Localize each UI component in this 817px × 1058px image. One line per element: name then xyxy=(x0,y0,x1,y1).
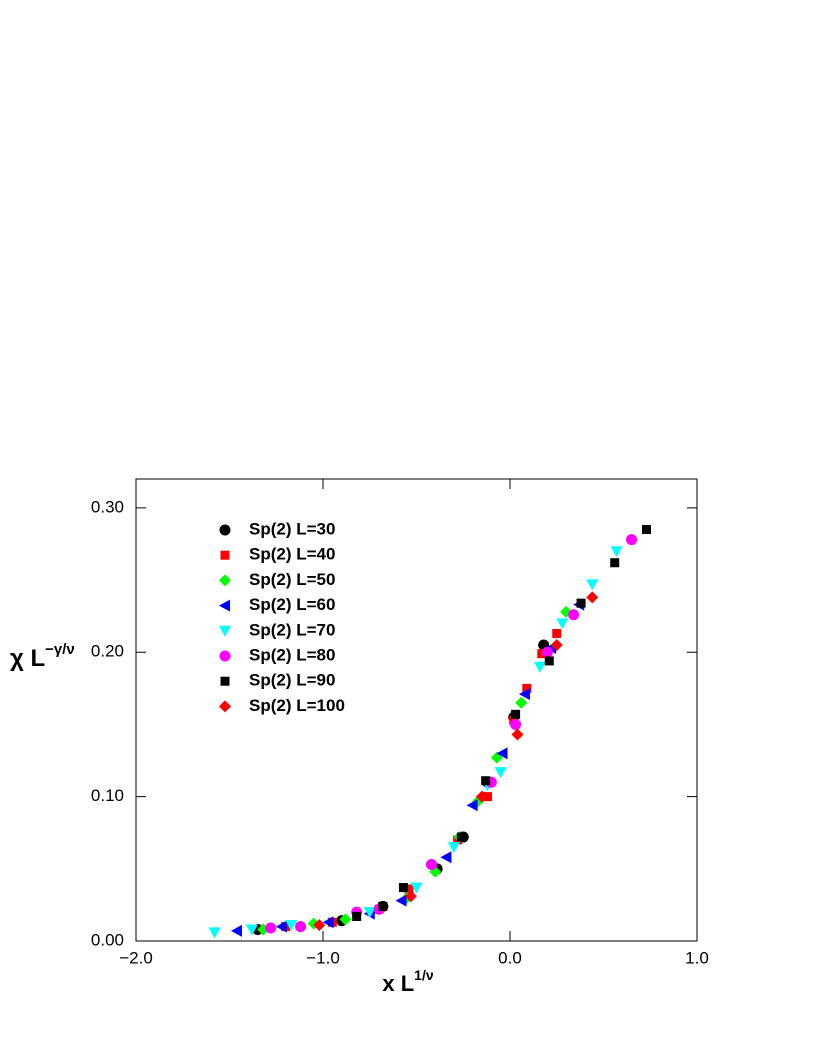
marker xyxy=(363,907,376,919)
marker xyxy=(586,591,599,604)
legend-marker xyxy=(219,650,231,662)
marker xyxy=(576,598,586,608)
y-tick-label: 0.20 xyxy=(91,642,124,661)
x-label-sup: 1/ν xyxy=(414,967,434,983)
marker xyxy=(245,924,258,936)
legend-marker xyxy=(220,550,230,560)
marker xyxy=(518,688,530,701)
x-tick-label: −2.0 xyxy=(119,948,153,967)
marker xyxy=(295,921,307,933)
legend-marker xyxy=(219,625,231,637)
y-label-sup: −γ/ν xyxy=(45,641,75,658)
marker xyxy=(352,911,362,921)
legend-label: Sp(2) L=50 xyxy=(249,570,335,589)
marker xyxy=(481,776,491,786)
marker xyxy=(552,628,562,638)
marker xyxy=(447,842,460,854)
y-tick-label: 0.00 xyxy=(91,930,124,949)
x-tick-label: −1.0 xyxy=(306,948,340,967)
marker xyxy=(550,639,563,652)
marker xyxy=(410,882,423,894)
marker xyxy=(610,546,623,558)
legend-label: Sp(2) L=70 xyxy=(249,620,335,639)
x-tick-label: 1.0 xyxy=(685,948,709,967)
legend-label: Sp(2) L=100 xyxy=(249,696,345,715)
marker xyxy=(398,883,408,893)
legend-marker xyxy=(219,574,231,587)
marker xyxy=(425,858,437,870)
marker xyxy=(541,646,553,658)
marker xyxy=(275,920,287,933)
marker xyxy=(626,534,638,546)
marker xyxy=(440,851,452,864)
marker xyxy=(642,525,652,535)
marker xyxy=(475,790,488,803)
marker xyxy=(556,618,569,630)
marker xyxy=(537,649,547,659)
legend-marker xyxy=(219,524,231,536)
marker xyxy=(208,927,221,939)
marker xyxy=(313,919,326,932)
x-label-main: x L xyxy=(382,971,414,996)
marker xyxy=(510,718,522,730)
marker xyxy=(515,696,528,709)
legend-label: Sp(2) L=80 xyxy=(249,645,335,664)
marker xyxy=(322,916,334,929)
marker xyxy=(533,661,546,673)
marker xyxy=(494,767,507,779)
legend-marker xyxy=(219,599,230,612)
y-label-main: χ L xyxy=(10,645,45,672)
legend-label: Sp(2) L=30 xyxy=(249,519,335,538)
marker xyxy=(568,609,580,621)
marker xyxy=(230,924,242,937)
legend-label: Sp(2) L=60 xyxy=(249,595,335,614)
legend-marker xyxy=(219,700,231,713)
marker xyxy=(378,901,388,911)
marker xyxy=(511,709,521,719)
marker xyxy=(285,920,298,932)
marker xyxy=(610,558,620,568)
marker xyxy=(339,913,352,926)
plot-frame xyxy=(135,478,698,942)
marker xyxy=(522,683,532,693)
marker xyxy=(466,799,478,812)
marker xyxy=(404,884,414,894)
y-axis-label: χ L−γ/ν xyxy=(10,641,75,672)
legend-label: Sp(2) L=90 xyxy=(249,671,335,690)
marker xyxy=(496,747,508,760)
x-tick-label: 0.0 xyxy=(498,948,522,967)
legend-marker xyxy=(220,676,230,686)
marker xyxy=(395,894,407,907)
y-tick-label: 0.10 xyxy=(91,786,124,805)
marker xyxy=(456,832,466,842)
marker xyxy=(586,579,599,591)
marker xyxy=(511,728,524,741)
marker xyxy=(404,890,417,903)
x-axis-label: x L1/ν xyxy=(382,967,433,996)
legend-label: Sp(2) L=40 xyxy=(249,545,335,564)
marker xyxy=(544,656,554,666)
y-tick-label: 0.30 xyxy=(91,497,124,516)
marker xyxy=(265,922,277,934)
